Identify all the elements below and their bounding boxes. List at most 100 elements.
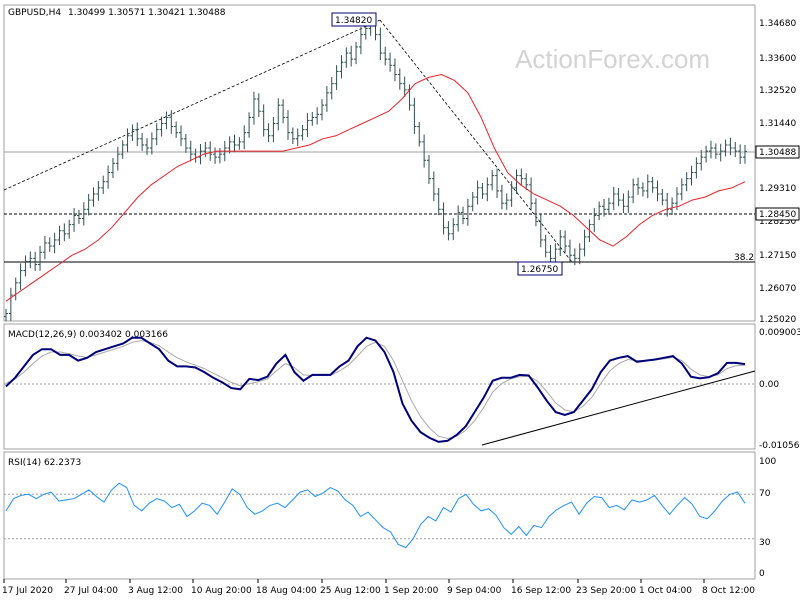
price-bar — [397, 68, 402, 90]
price-bar — [456, 205, 461, 232]
x-tick-label: 23 Sep 20:00 — [576, 586, 636, 596]
price-bar — [378, 27, 383, 61]
price-bar — [645, 174, 650, 199]
price-bar — [4, 308, 8, 322]
price-bar — [72, 208, 77, 232]
price-bar — [305, 113, 310, 137]
price-bar — [504, 193, 509, 210]
price-bar — [538, 214, 543, 248]
price-bar — [115, 146, 120, 171]
price-bar — [563, 230, 568, 253]
price-bar — [310, 112, 315, 126]
price-bars — [4, 15, 747, 322]
price-bar — [52, 232, 57, 254]
price-bar — [582, 229, 587, 257]
price-bar — [295, 128, 300, 147]
price-bar — [271, 117, 276, 143]
price-bar — [743, 144, 747, 164]
price-bar — [577, 243, 582, 265]
price-tick-label: 1.33600 — [759, 54, 796, 64]
price-bar — [47, 237, 52, 252]
price-bar — [621, 193, 626, 213]
low-annotation-label: 1.26750 — [521, 265, 558, 275]
price-bar — [140, 132, 145, 151]
price-bar — [597, 201, 602, 221]
price-bar — [602, 198, 607, 217]
price-bar — [232, 134, 237, 153]
macd-tick-label: -0.010566 — [759, 441, 800, 451]
price-bar — [329, 77, 334, 100]
price-bar — [383, 46, 388, 66]
price-tick-label: 1.31440 — [759, 119, 796, 129]
price-bar — [8, 287, 13, 321]
price-bar — [130, 124, 135, 141]
price-bar — [28, 251, 33, 269]
price-bar — [193, 148, 198, 163]
price-bar — [519, 168, 524, 186]
price-bar — [631, 178, 636, 204]
price-bar — [120, 140, 125, 159]
price-bar — [164, 111, 169, 130]
price-bar — [242, 125, 247, 150]
rsi-y-axis: 100 70 30 0 — [759, 457, 776, 579]
high-annotation-box — [331, 12, 377, 27]
price-bar — [266, 123, 271, 143]
price-bar — [159, 116, 164, 137]
price-bar — [679, 178, 684, 201]
price-bar — [417, 121, 422, 147]
moving-average-line — [5, 73, 746, 302]
x-tick-label: 17 Jul 2020 — [2, 586, 53, 596]
price-bar — [76, 209, 81, 225]
macd-signal-line — [5, 340, 746, 440]
price-tick-label: 1.25020 — [759, 315, 796, 325]
price-bar — [67, 219, 72, 239]
rsi-tick-label: 100 — [759, 457, 776, 467]
x-tick-label: 25 Aug 12:00 — [320, 586, 381, 596]
macd-tick-label: 0.00 — [759, 380, 779, 390]
price-bar — [169, 110, 174, 134]
price-header-ohlc: 1.30499 1.30571 1.30421 1.30488 — [68, 8, 226, 18]
price-bar — [713, 143, 718, 159]
macd-y-axis: 0.009003 0.00 -0.010566 — [759, 328, 800, 451]
price-bar — [728, 137, 733, 156]
price-bar — [217, 147, 222, 164]
price-bar — [135, 122, 140, 147]
low-annotation-box — [517, 261, 563, 276]
price-bar — [285, 110, 290, 140]
price-bar — [213, 147, 218, 164]
price-bar — [636, 177, 641, 195]
support-price-tag — [755, 207, 800, 221]
price-bar — [315, 107, 320, 125]
price-bar — [42, 236, 47, 260]
price-bar — [251, 91, 256, 125]
price-bar — [533, 198, 538, 227]
price-bar — [358, 27, 363, 55]
price-tick-label: 1.28230 — [759, 217, 796, 227]
price-bar — [354, 41, 359, 65]
macd-panel-frame — [3, 323, 756, 450]
price-bar — [334, 65, 339, 90]
rsi-tick-label: 0 — [759, 569, 765, 579]
fib-label: 38.2 — [734, 253, 754, 263]
price-bar — [723, 139, 728, 157]
price-bar — [203, 141, 208, 158]
price-tick-label: 1.26070 — [759, 284, 796, 294]
price-bar — [480, 182, 485, 199]
macd-main-line — [5, 336, 746, 443]
price-bar — [149, 132, 154, 155]
price-bar — [626, 190, 631, 213]
price-bar — [529, 177, 534, 211]
macd-label: MACD(12,26,9) 0.003402 0.003166 — [8, 330, 168, 340]
price-bar — [208, 141, 213, 161]
price-bar — [276, 98, 281, 131]
price-bar — [110, 157, 115, 178]
price-bar — [422, 134, 427, 168]
price-bar — [125, 128, 130, 153]
price-bar — [62, 223, 67, 242]
price-bar — [431, 171, 436, 202]
price-bar — [106, 165, 111, 189]
price-bar — [655, 180, 660, 202]
price-bar — [349, 45, 354, 67]
price-bar — [611, 186, 616, 211]
price-bar — [738, 144, 743, 164]
